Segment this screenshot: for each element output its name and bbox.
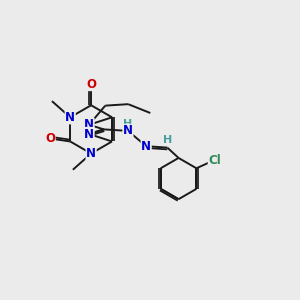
Text: N: N bbox=[84, 128, 94, 140]
Text: O: O bbox=[86, 77, 96, 91]
Text: H: H bbox=[163, 135, 172, 145]
Text: Cl: Cl bbox=[208, 154, 221, 166]
Text: O: O bbox=[45, 132, 55, 145]
Text: N: N bbox=[123, 124, 133, 137]
Text: H: H bbox=[123, 119, 133, 129]
Text: N: N bbox=[84, 118, 94, 131]
Text: N: N bbox=[141, 140, 151, 153]
Text: N: N bbox=[86, 147, 96, 160]
Text: N: N bbox=[65, 111, 75, 124]
